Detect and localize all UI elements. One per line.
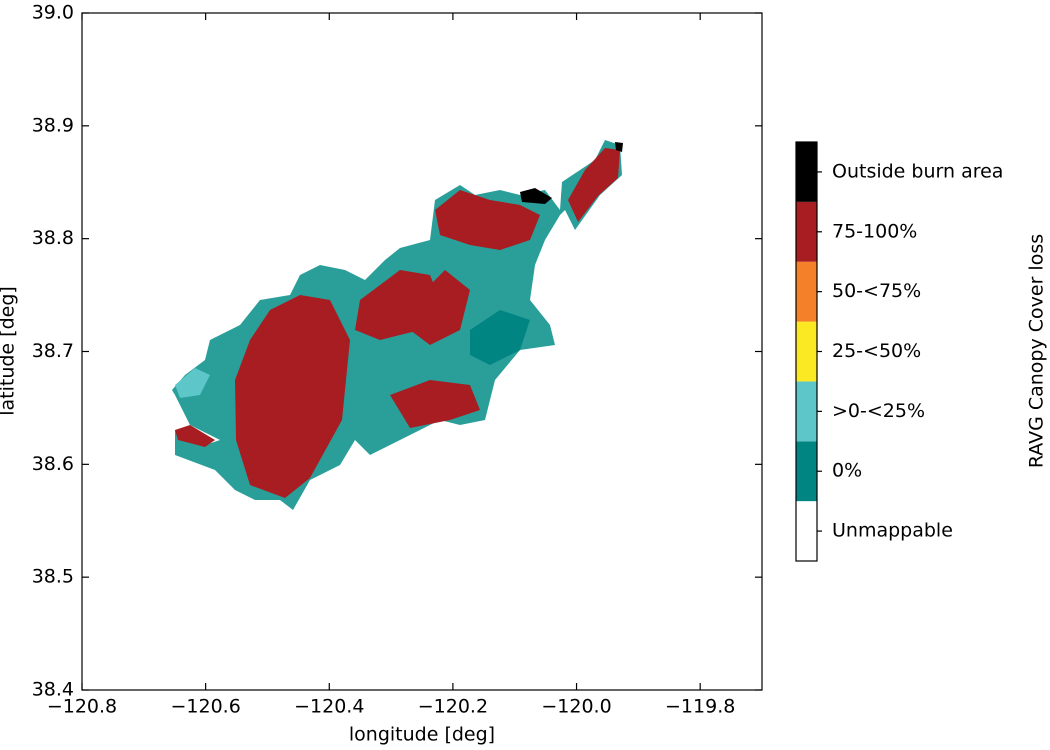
colorbar-label: 75-100% bbox=[832, 220, 917, 242]
burn-patch bbox=[410, 270, 470, 345]
colorbar-label: 0% bbox=[832, 460, 862, 482]
x-tick-label: −119.8 bbox=[665, 696, 735, 718]
colorbar-swatch bbox=[796, 381, 817, 442]
colorbar-label: Outside burn area bbox=[832, 160, 1003, 182]
x-tick-label: −120.6 bbox=[170, 696, 240, 718]
x-tick-label: −120.2 bbox=[418, 696, 488, 718]
burn-patch bbox=[435, 190, 540, 250]
y-axis-label: latitude [deg] bbox=[0, 286, 19, 416]
colorbar-label: >0-<25% bbox=[832, 400, 925, 422]
y-tick-label: 38.9 bbox=[32, 114, 74, 136]
colorbar-swatch bbox=[796, 261, 817, 322]
y-tick-label: 38.8 bbox=[32, 227, 74, 249]
y-tick-label: 39.0 bbox=[32, 2, 74, 24]
y-tick-label: 38.5 bbox=[32, 566, 74, 588]
colorbar-frame bbox=[795, 141, 818, 562]
burn-patch bbox=[470, 310, 530, 365]
colorbar-swatch bbox=[796, 441, 817, 502]
burn-patch bbox=[568, 148, 620, 222]
y-tick-label: 38.4 bbox=[32, 679, 74, 701]
burn-raster bbox=[172, 140, 623, 510]
colorbar-swatch bbox=[796, 501, 817, 561]
outside-patch bbox=[520, 188, 552, 204]
x-tick-label: −120.8 bbox=[47, 696, 117, 718]
colorbar-label: 50-<75% bbox=[832, 280, 921, 302]
burn-patch bbox=[175, 425, 215, 447]
burn-patch bbox=[390, 380, 480, 428]
outside-patch bbox=[615, 142, 623, 152]
colorbar-title: RAVG Canopy Cover loss bbox=[1026, 234, 1048, 468]
colorbar-swatch bbox=[796, 201, 817, 262]
burn-patch bbox=[235, 295, 350, 498]
x-tick-label: −120.0 bbox=[541, 696, 611, 718]
x-tick-label: −120.4 bbox=[294, 696, 364, 718]
colorbar-label: Unmappable bbox=[832, 520, 953, 542]
y-tick-label: 38.6 bbox=[32, 453, 74, 475]
colorbar-label: 25-<50% bbox=[832, 340, 921, 362]
colorbar-swatch bbox=[796, 321, 817, 382]
colorbar-swatch bbox=[796, 142, 817, 202]
x-axis-label: longitude [deg] bbox=[349, 724, 495, 746]
y-tick-label: 38.7 bbox=[32, 340, 74, 362]
burn-patch bbox=[175, 368, 210, 398]
